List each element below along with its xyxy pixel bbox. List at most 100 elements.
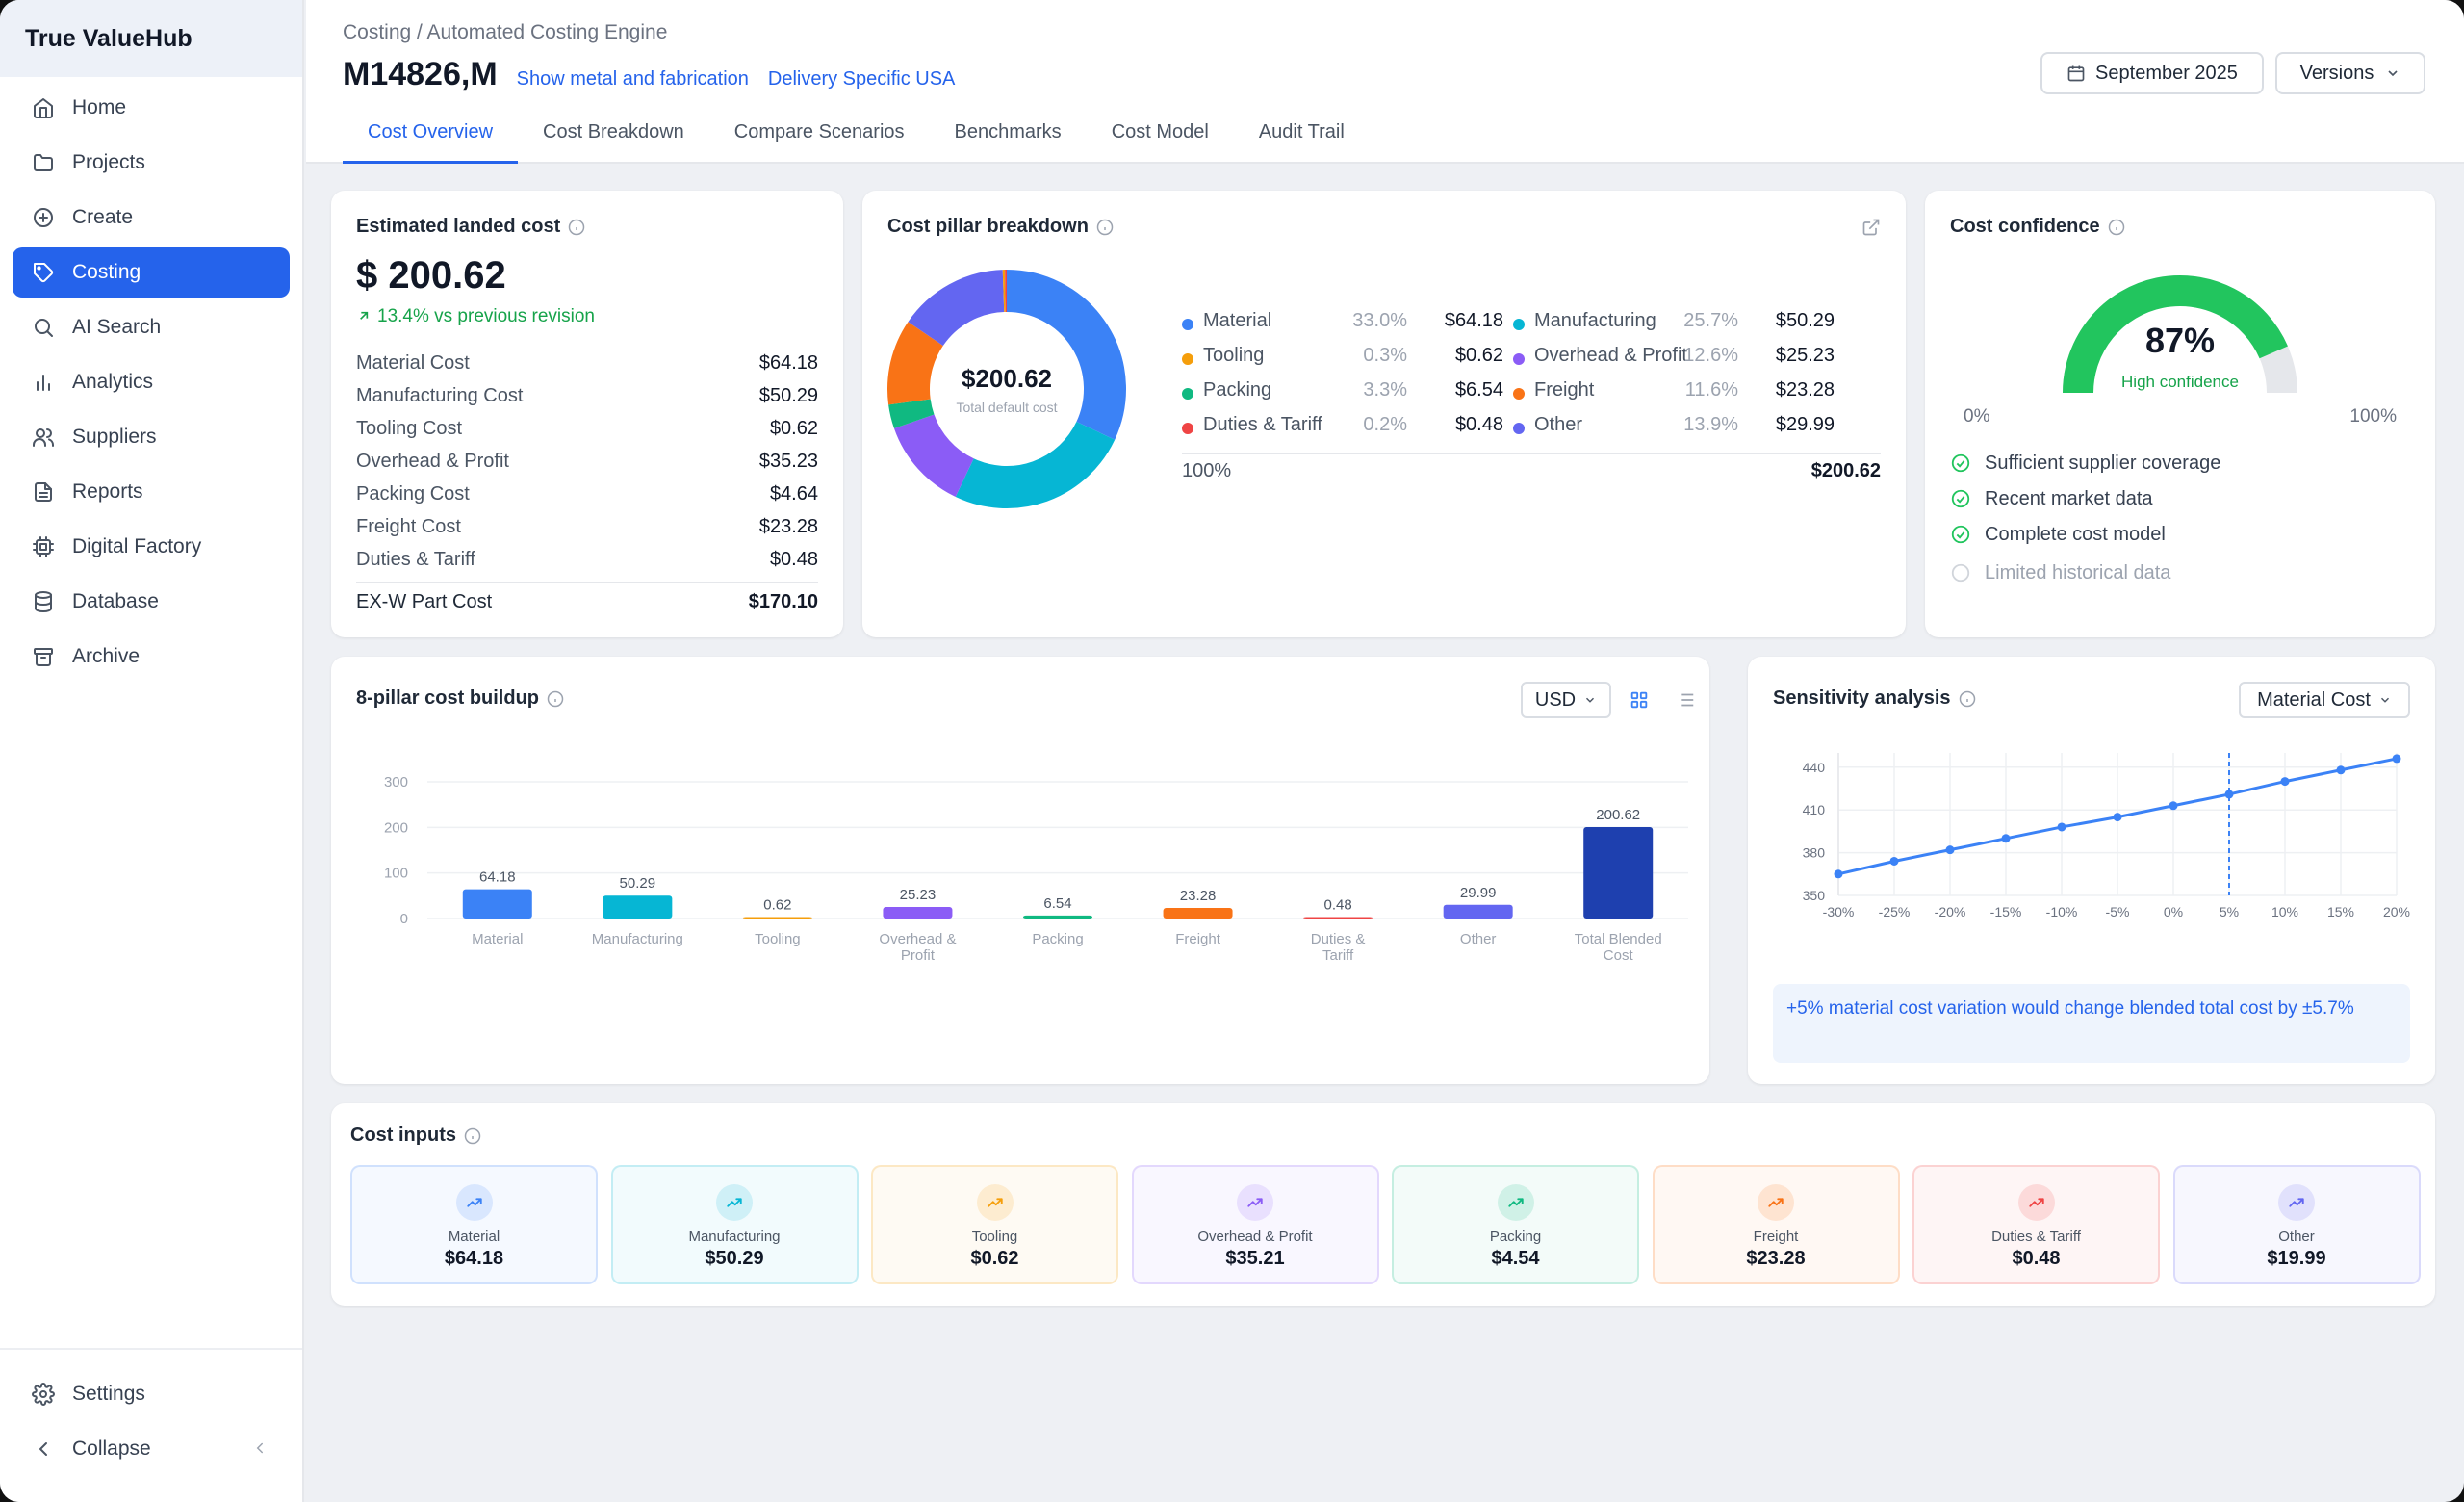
bar-freight[interactable] [1163,907,1233,919]
sidebar-item-settings[interactable]: Settings [13,1369,290,1419]
tab-cost-overview[interactable]: Cost Overview [343,114,519,164]
delivery-link[interactable]: Delivery Specific USA [767,68,956,90]
info-icon[interactable] [547,690,564,708]
sidebar-item-label: Create [72,206,134,228]
cost-row-label: Material Cost [356,352,470,374]
cost-input-tile-other[interactable]: Other $19.99 [2172,1165,2421,1284]
tab-cost-model[interactable]: Cost Model [1111,121,1209,142]
sidebar-item-label: Home [72,96,127,118]
confidence-card: Cost confidence 87% High confidence 0% 1… [1925,191,2435,637]
grid-view-icon[interactable] [1629,689,1650,711]
cost-input-tile-manufacturing[interactable]: Manufacturing $50.29 [610,1165,859,1284]
line-point[interactable] [2224,790,2234,799]
sidebar-item-home[interactable]: Home [13,83,290,133]
external-link-icon[interactable] [1861,218,1881,237]
legend-item-material: Material 33.0% $64.18 [1182,310,1528,339]
bar-category-label: Manufacturing [592,931,683,947]
legend-percent: 3.3% [1363,379,1407,401]
date-picker-button[interactable]: September 2025 [2040,52,2264,94]
info-icon[interactable] [464,1127,481,1145]
legend-percent: 11.6% [1684,379,1738,401]
sidebar-item-costing[interactable]: Costing [13,247,290,298]
cost-row-value: $0.62 [769,418,818,439]
bar-overhead-profit[interactable] [883,907,953,919]
line-point[interactable] [2169,801,2178,811]
currency-dropdown[interactable]: USD [1521,682,1611,718]
bar-tooling[interactable] [742,917,812,919]
cost-row-value: $50.29 [758,385,818,406]
info-icon[interactable] [568,219,585,236]
tile-label: Manufacturing [688,1229,781,1245]
line-point[interactable] [1834,869,1843,879]
sidebar-item-suppliers[interactable]: Suppliers [13,412,290,462]
legend-value: $50.29 [1775,310,1835,331]
line-point[interactable] [2336,765,2346,775]
sidebar-item-database[interactable]: Database [13,577,290,627]
sidebar-item-projects[interactable]: Projects [13,138,290,188]
sensitivity-line-chart: -30% -25% -20% -15% -10% -5% 0% 5% 10% 15% 20% 350 3… [1803,753,2410,919]
cost-input-tile-tooling[interactable]: Tooling $0.62 [871,1165,1118,1284]
line-point[interactable] [1945,845,1955,855]
line-point[interactable] [2113,813,2122,822]
donut-slice-other[interactable] [908,270,1006,347]
legend-percent: 0.2% [1363,414,1407,435]
donut-slice-freight[interactable] [887,322,944,405]
donut-slice-manufacturing[interactable] [955,421,1116,508]
donut-slice-overhead-profit[interactable] [893,413,975,497]
legend-name: Packing [1203,379,1272,401]
cost-row-value: $23.28 [758,516,818,537]
bar-material[interactable] [462,889,532,919]
info-icon[interactable] [1959,690,1976,708]
page-header: Costing / Automated Costing Engine M1482… [306,0,2464,164]
cost-input-tile-overhead-profit[interactable]: Overhead & Profit $35.21 [1131,1165,1379,1284]
line-point[interactable] [2057,822,2066,832]
cost-input-tile-packing[interactable]: Packing $4.54 [1392,1165,1639,1284]
line-ytick-label: 440 [1803,760,1826,775]
bar-duties-tariff[interactable] [1303,917,1373,919]
gauge-max-label: 100% [2349,406,2397,427]
line-xtick-label: 15% [2327,904,2354,919]
bar-manufacturing[interactable] [603,895,673,919]
bar-category-label: Tooling [755,931,801,947]
show-metal-link[interactable]: Show metal and fabrication [516,68,749,90]
sidebar-collapse-button[interactable]: Collapse [13,1424,290,1474]
line-point[interactable] [1889,856,1899,866]
donut-slice-packing[interactable] [888,398,935,428]
sensitivity-variable-dropdown[interactable]: Material Cost [2239,682,2410,718]
sidebar-item-digital-factory[interactable]: Digital Factory [13,522,290,572]
legend-total-pct: 100% [1182,460,1232,481]
trending-up-icon [2289,1198,2304,1207]
line-point[interactable] [2392,754,2401,764]
cost-input-tile-freight[interactable]: Freight $23.28 [1652,1165,1900,1284]
tab-benchmarks[interactable]: Benchmarks [954,121,1062,142]
sidebar-item-analytics[interactable]: Analytics [13,357,290,407]
legend-name: Material [1203,310,1272,331]
info-icon[interactable] [2108,219,2125,236]
tab-compare-scenarios[interactable]: Compare Scenarios [733,121,905,142]
versions-dropdown[interactable]: Versions [2275,52,2426,94]
legend-swatch [1513,319,1525,330]
sidebar-item-reports[interactable]: Reports [13,467,290,517]
cost-input-tile-duties-tariff[interactable]: Duties & Tariff $0.48 [1912,1165,2160,1284]
sensitivity-selector-label: Material Cost [2257,688,2371,711]
bar-category-label: Material [472,931,523,947]
line-point[interactable] [2001,834,2011,843]
bar-total-blended-cost[interactable] [1583,827,1654,919]
info-icon[interactable] [1096,219,1114,236]
tab-cost-breakdown[interactable]: Cost Breakdown [543,121,684,142]
tab-audit-trail[interactable]: Audit Trail [1258,121,1345,142]
line-point[interactable] [2280,777,2290,787]
list-view-icon[interactable] [1675,689,1696,711]
sidebar-item-label: Reports [72,480,143,503]
donut-slice-material[interactable] [1006,270,1126,440]
sidebar-item-archive[interactable]: Archive [13,632,290,682]
cost-input-tile-material[interactable]: Material $64.18 [350,1165,598,1284]
bar-other[interactable] [1443,904,1513,919]
landed-cost-total: $ 200.62 [356,254,506,297]
bar-packing[interactable] [1023,915,1092,919]
bar-value-label: 64.18 [479,869,516,886]
sidebar-item-ai-search[interactable]: AI Search [13,302,290,352]
sidebar-nav: Home Projects Create Costing AI Search Analyt… [0,77,302,682]
sidebar-item-create[interactable]: Create [13,193,290,243]
legend-swatch [1182,319,1194,330]
